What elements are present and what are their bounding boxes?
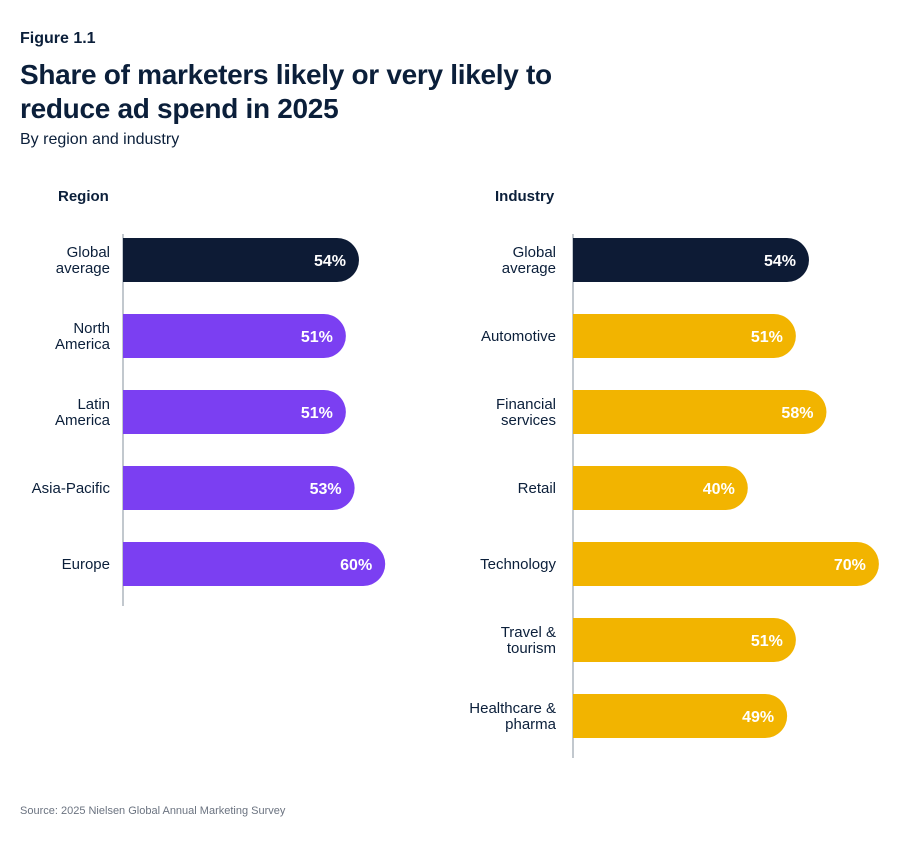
region-bar [123, 542, 386, 586]
industry-category-label: Automotive [481, 328, 556, 345]
industry-bar [573, 694, 788, 738]
industry-value-label: 49% [742, 709, 774, 726]
industry-panel-title: Industry [495, 188, 555, 205]
industry-category-label: Healthcare & pharma [469, 700, 556, 733]
industry-bar [573, 618, 796, 662]
industry-value-label: 58% [781, 405, 813, 422]
figure-label: Figure 1.1 [20, 30, 96, 47]
industry-value-label: 54% [764, 253, 796, 270]
industry-category-label: Retail [518, 480, 556, 497]
industry-bar [573, 390, 827, 434]
industry-category-label: Technology [480, 556, 556, 573]
region-value-label: 53% [310, 481, 342, 498]
industry-bar [573, 542, 879, 586]
region-value-label: 51% [301, 329, 333, 346]
region-bar [123, 238, 359, 282]
industry-value-label: 70% [834, 557, 866, 574]
chart-subtitle: By region and industry [20, 131, 180, 148]
industry-bar [573, 314, 796, 358]
region-category-label: Asia-Pacific [32, 480, 111, 497]
region-panel-title: Region [58, 188, 109, 205]
industry-category-label: Travel & tourism [501, 624, 556, 657]
source-note: Source: 2025 Nielsen Global Annual Marke… [20, 805, 286, 817]
region-category-label: Europe [62, 556, 110, 573]
industry-bar [573, 238, 809, 282]
region-category-label: North America [55, 320, 111, 353]
industry-value-label: 51% [751, 329, 783, 346]
region-value-label: 51% [301, 405, 333, 422]
region-category-label: Global average [56, 244, 110, 277]
industry-value-label: 40% [703, 481, 735, 498]
industry-category-label: Global average [502, 244, 556, 277]
industry-value-label: 51% [751, 633, 783, 650]
region-bar [123, 466, 355, 510]
region-value-label: 60% [340, 557, 372, 574]
industry-bar [573, 466, 748, 510]
region-bar [123, 390, 346, 434]
region-bar [123, 314, 346, 358]
region-value-label: 54% [314, 253, 346, 270]
chart-title: Share of marketers likely or very likely… [20, 59, 552, 124]
industry-category-label: Financial services [496, 396, 556, 429]
region-category-label: Latin America [55, 396, 111, 429]
